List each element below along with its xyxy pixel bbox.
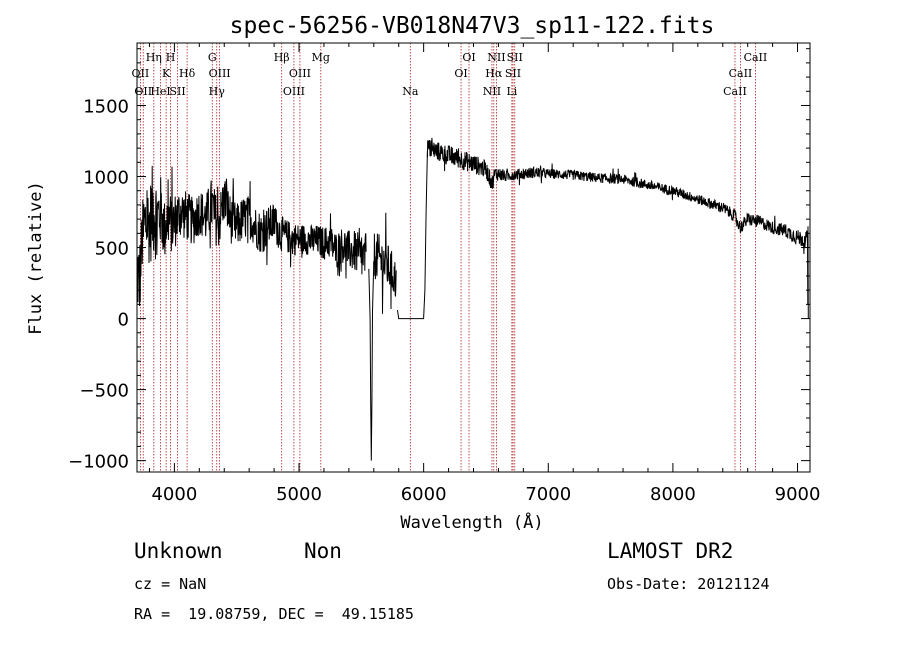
spectrum-segment-2: [373, 212, 397, 314]
y-tick-label-0: −1000: [68, 452, 129, 473]
spectrum-segment-3: [397, 150, 428, 320]
line-markers: [139, 43, 756, 472]
obs-date: Obs-Date: 20121124: [607, 575, 770, 593]
coordinates: RA = 19.08759, DEC = 49.15185: [134, 605, 414, 623]
plot-frame: [136, 42, 811, 473]
line-label-21: Li: [506, 85, 517, 98]
line-label-5: H: [166, 51, 176, 64]
object-subclass: Non: [304, 539, 342, 563]
spectrum-segment-0: [136, 165, 367, 307]
spectrum-segment-4: [426, 137, 808, 255]
object-class: Unknown: [134, 539, 223, 563]
x-axis: 4000 5000 6000 7000 8000 9000: [148, 43, 821, 505]
line-label-12: OIII: [283, 85, 305, 98]
line-label-0: OII: [132, 67, 150, 80]
y-axis: −1000 −500 0 500 1000 1500: [68, 48, 810, 473]
line-label-3: HeI: [150, 85, 170, 98]
line-label-13: OIII: [289, 67, 311, 80]
line-label-23: SII: [507, 51, 523, 64]
line-label-26: CaII: [744, 51, 768, 64]
x-tick-label-1: 5000: [276, 484, 322, 505]
line-label-6: SII: [170, 85, 186, 98]
line-label-11: Hβ: [274, 51, 290, 64]
x-tick-label-3: 7000: [525, 484, 571, 505]
line-label-15: Na: [402, 85, 419, 98]
y-tick-label-5: 1500: [83, 97, 129, 118]
y-tick-label-3: 500: [95, 239, 129, 260]
line-label-24: CaII: [723, 85, 747, 98]
line-label-8: G: [208, 51, 217, 64]
x-tick-label-2: 6000: [401, 484, 447, 505]
line-label-10: OIII: [209, 67, 231, 80]
line-labels: OIIOIIHηHeIKHSIIHδGHγOIIIHβOIIIOIIIMgNaO…: [132, 51, 768, 98]
cz-value: cz = NaN: [134, 575, 206, 593]
x-tick-label-0: 4000: [151, 484, 197, 505]
chart-title: spec-56256-VB018N47V3_sp11-122.fits: [230, 13, 715, 39]
survey-label: LAMOST DR2: [607, 539, 733, 563]
spectrum-segment-5: [807, 226, 809, 319]
y-tick-label-4: 1000: [83, 168, 129, 189]
line-label-14: Mg: [312, 51, 330, 64]
spectrum-series: [136, 137, 809, 461]
line-label-18: NII: [483, 85, 501, 98]
y-tick-label-1: −500: [80, 381, 129, 402]
line-label-20: NII: [487, 51, 505, 64]
spectrum-segment-1: [368, 261, 375, 461]
line-label-2: Hη: [146, 51, 162, 64]
line-label-9: Hγ: [209, 85, 226, 98]
line-label-17: OI: [462, 51, 475, 64]
line-label-25: CaII: [729, 67, 753, 80]
y-axis-label: Flux (relative): [26, 181, 46, 335]
x-tick-label-4: 8000: [650, 484, 696, 505]
x-tick-label-5: 9000: [775, 484, 821, 505]
line-label-1: OII: [134, 85, 152, 98]
line-label-22: SII: [505, 67, 521, 80]
y-tick-label-2: 0: [118, 310, 129, 331]
line-label-7: Hδ: [179, 67, 196, 80]
line-label-4: K: [162, 67, 171, 80]
line-label-16: OI: [454, 67, 467, 80]
x-axis-label: Wavelength (Å): [400, 511, 543, 533]
line-label-19: Hα: [485, 67, 503, 80]
